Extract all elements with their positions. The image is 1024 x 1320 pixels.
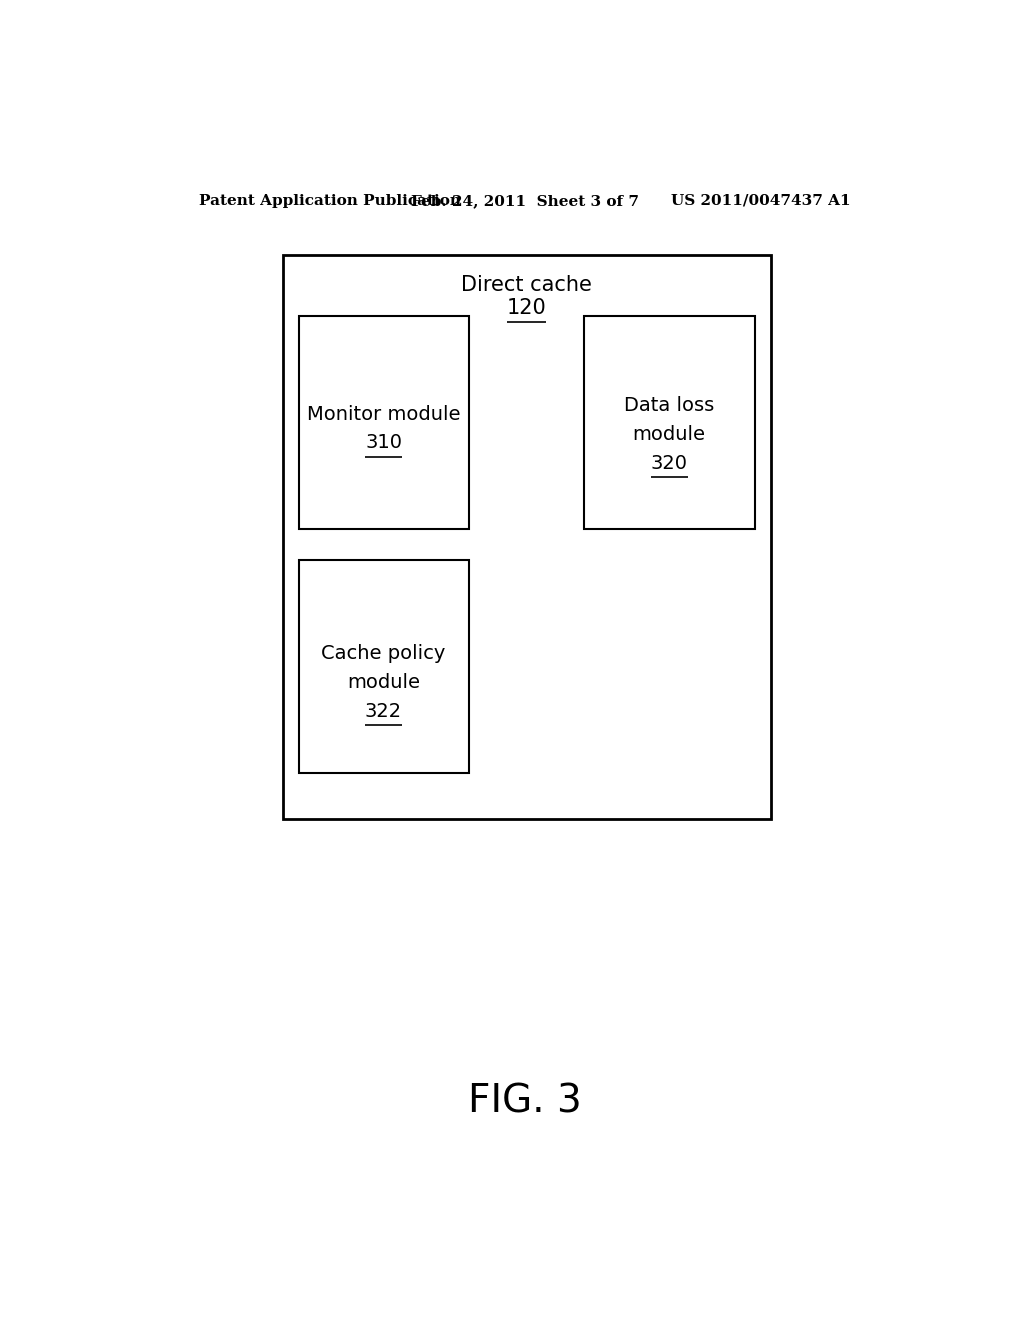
Bar [299, 560, 469, 774]
Text: Direct cache: Direct cache [461, 276, 592, 296]
Text: Feb. 24, 2011  Sheet 3 of 7: Feb. 24, 2011 Sheet 3 of 7 [411, 194, 639, 209]
Text: US 2011/0047437 A1: US 2011/0047437 A1 [671, 194, 850, 209]
Text: 120: 120 [507, 298, 546, 318]
Text: Patent Application Publication: Patent Application Publication [200, 194, 462, 209]
Bar [299, 315, 469, 529]
Text: Monitor module: Monitor module [307, 405, 461, 424]
Text: module: module [347, 673, 420, 693]
Text: FIG. 3: FIG. 3 [468, 1082, 582, 1121]
Text: 310: 310 [365, 433, 402, 453]
Text: Cache policy: Cache policy [322, 644, 445, 663]
Text: 320: 320 [650, 454, 688, 473]
Text: Data loss: Data loss [624, 396, 715, 414]
Text: module: module [633, 425, 706, 445]
Text: 322: 322 [365, 702, 402, 721]
Bar [283, 255, 771, 818]
Bar [585, 315, 755, 529]
